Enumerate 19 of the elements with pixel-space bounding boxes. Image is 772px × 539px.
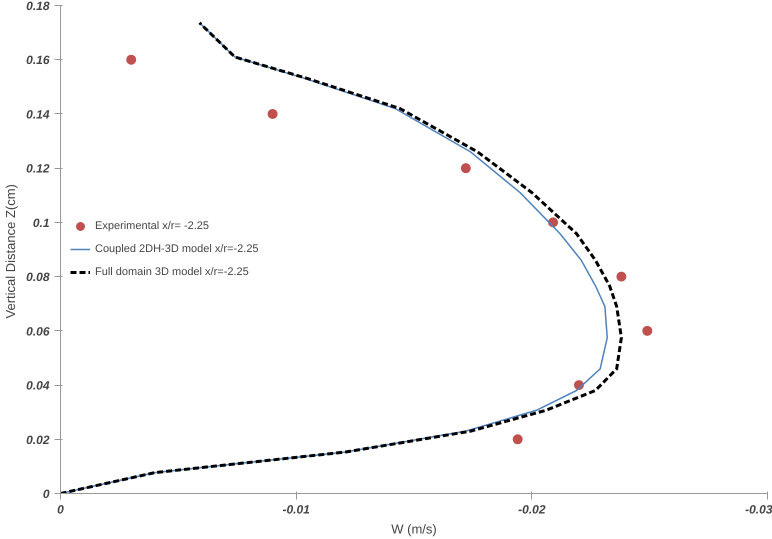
y-tick-label: 0.1 bbox=[32, 216, 50, 230]
x-tick-label: 0 bbox=[57, 502, 64, 516]
y-tick-label: 0.12 bbox=[26, 162, 50, 176]
legend-label: Coupled 2DH-3D model x/r=-2.25 bbox=[95, 243, 259, 255]
legend-label: Experimental x/r= -2.25 bbox=[95, 220, 210, 232]
y-tick-label: 0 bbox=[42, 487, 50, 501]
x-tick-label: -0.03 bbox=[745, 502, 772, 516]
y-tick-label: 0.16 bbox=[26, 53, 50, 68]
y-tick-label: 0.08 bbox=[26, 270, 50, 284]
y-tick-label: 0.14 bbox=[26, 107, 50, 122]
x-tick-label: -0.01 bbox=[282, 502, 310, 516]
y-tick-label: 0.04 bbox=[26, 378, 50, 393]
y-tick-label: 0.02 bbox=[26, 432, 50, 447]
x-axis-title: W (m/s) bbox=[391, 522, 437, 536]
legend-label: Full domain 3D model x/r=-2.25 bbox=[95, 266, 249, 278]
y-tick-label: 0.18 bbox=[26, 0, 50, 13]
y-tick-label: 0.06 bbox=[26, 324, 50, 338]
x-tick-label: -0.02 bbox=[518, 502, 546, 516]
y-axis-title: Vertical Distance Z(cm) bbox=[3, 184, 18, 318]
